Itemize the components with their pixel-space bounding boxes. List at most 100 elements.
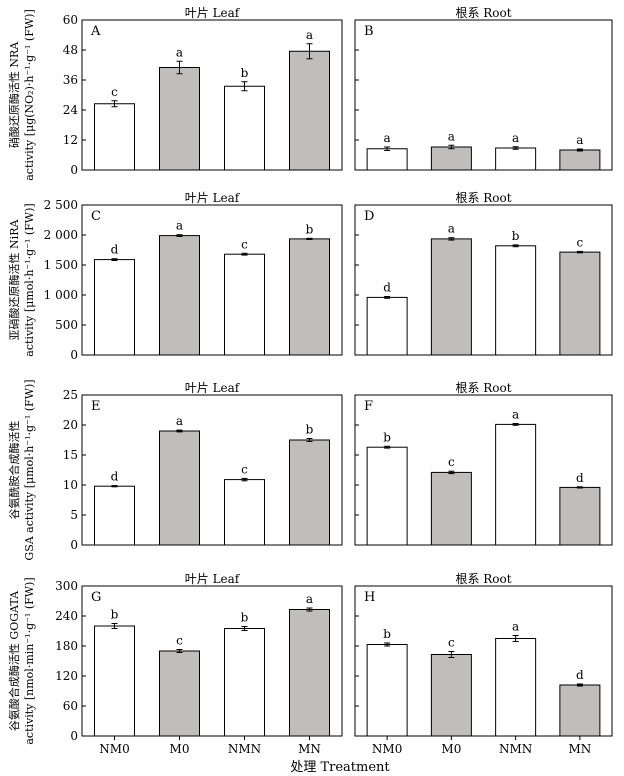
x-axis-title: 处理 Treatment: [290, 760, 390, 775]
panel-a-significance-letter: b: [241, 66, 249, 80]
panel-g-category-label: M0: [170, 742, 190, 756]
panel-h-category-label: MN: [568, 742, 591, 756]
panel-g-title: 叶片 Leaf: [185, 572, 241, 586]
panel-e-label: E: [91, 399, 101, 414]
panel-e-ylabel: 谷氨酰胺合成酶活性: [7, 421, 21, 520]
panel-g-frame: [81, 585, 343, 737]
panel-f-significance-letter: d: [576, 471, 584, 485]
panel-h-significance-letter: a: [512, 620, 519, 634]
panel-c-label: C: [91, 209, 101, 224]
panel-b-bar: [430, 146, 472, 171]
panel-d-significance-letter: d: [383, 281, 391, 295]
panel-e-significance-letter: c: [241, 462, 248, 476]
panel-a-bar: [224, 85, 265, 171]
panel-h-bar: [495, 638, 537, 737]
panel-h-bar: [366, 644, 408, 737]
panel-f-significance-letter: b: [383, 430, 391, 444]
panel-c-ytick-label: 2 500: [44, 198, 78, 212]
panel-d-bar: [495, 245, 537, 356]
panel-h-significance-letter: d: [576, 668, 584, 682]
panel-g-ytick-label: 180: [55, 639, 78, 653]
panel-b-significance-letter: a: [384, 131, 391, 145]
panel-g-significance-letter: b: [111, 608, 119, 622]
panel-e-significance-letter: d: [111, 470, 119, 484]
panel-h-significance-letter: c: [448, 636, 455, 650]
panel-b-bar: [495, 147, 537, 171]
panel-c-ytick-label: 2 000: [44, 228, 78, 242]
panel-c-bar: [94, 259, 135, 356]
panel-e-bar: [224, 479, 265, 546]
panel-g-category-label: NMN: [228, 742, 261, 756]
panel-e-bar: [94, 485, 135, 546]
panel-a-ytick-label: 48: [63, 43, 78, 57]
panel-a-ytick-label: 36: [63, 73, 78, 87]
panel-f-bar: [430, 471, 472, 546]
panel-d-label: D: [364, 209, 374, 224]
panel-c-ytick-label: 1 000: [44, 288, 78, 302]
panel-a-label: A: [90, 24, 101, 39]
panel-a-frame: [81, 19, 343, 171]
panel-f-significance-letter: a: [512, 408, 519, 422]
panel-g-ytick-label: 60: [63, 699, 78, 713]
panel-g-ylabel: activity [nmol·min⁻¹·g⁻¹ (FW)]: [23, 577, 36, 744]
panel-c-bar: [224, 253, 265, 356]
panel-h-significance-letter: b: [383, 627, 391, 641]
panel-e-ytick-label: 25: [63, 388, 78, 402]
panel-e-ytick-label: 0: [70, 538, 78, 552]
panel-d-bar: [559, 251, 601, 356]
panel-a-bar: [289, 50, 330, 171]
panel-c-significance-letter: a: [176, 219, 183, 233]
panel-d-bar: [430, 238, 472, 356]
panel-g-significance-letter: a: [306, 592, 313, 606]
panel-h-label: H: [364, 590, 375, 605]
panel-a-ytick-label: 12: [63, 133, 78, 147]
panel-f-significance-letter: c: [448, 455, 455, 469]
panel-e-ytick-label: 15: [63, 448, 78, 462]
panel-g-significance-letter: b: [241, 611, 249, 625]
panel-c-ytick-label: 0: [70, 348, 78, 362]
panel-c-ytick-label: 500: [55, 318, 78, 332]
panel-h-frame: [354, 585, 613, 737]
panel-b-frame: [354, 19, 613, 171]
panel-e-ylabel: GSA activity [μmol·h⁻¹·g⁻¹ (FW)]: [23, 379, 36, 560]
panel-g-bar: [289, 609, 330, 737]
panel-g-ytick-label: 0: [70, 729, 78, 743]
panel-a-ylabel: activity [μg(NO₂)·h⁻¹·g⁻¹ (FW)]: [23, 9, 36, 181]
panel-g-bar: [224, 628, 265, 737]
panel-a-bar: [94, 103, 135, 171]
panel-c-ylabel: activity [μmol·h⁻¹·g⁻¹ (FW)]: [23, 203, 36, 356]
panel-e-ytick-label: 10: [63, 478, 78, 492]
panel-c-frame: [81, 204, 343, 356]
panel-a-significance-letter: c: [111, 85, 118, 99]
panel-e-frame: [81, 394, 343, 546]
panel-f-bar: [559, 486, 601, 546]
panel-c-title: 叶片 Leaf: [185, 191, 241, 205]
panel-a-significance-letter: a: [306, 28, 313, 42]
panel-h-category-label: NM0: [372, 742, 402, 756]
panel-c-significance-letter: b: [306, 222, 314, 236]
panel-b-significance-letter: a: [448, 129, 455, 143]
panel-b-significance-letter: a: [512, 131, 519, 145]
panel-f-title: 根系 Root: [455, 381, 511, 395]
panel-f-frame: [354, 394, 613, 546]
panel-d-frame: [354, 204, 613, 356]
panel-g-category-label: NM0: [99, 742, 129, 756]
panel-g-bar: [94, 625, 135, 737]
panel-d-significance-letter: a: [448, 222, 455, 236]
panel-a-ytick-label: 24: [63, 103, 79, 117]
panel-e-ytick-label: 20: [63, 418, 78, 432]
panel-d-title: 根系 Root: [455, 191, 511, 205]
panel-a-title: 叶片 Leaf: [185, 6, 241, 20]
panel-h-category-label: NMN: [499, 742, 532, 756]
panel-e-bar: [289, 439, 330, 546]
panel-g-category-label: MN: [298, 742, 321, 756]
panel-a-ylabel: 硝酸还原酶活性 NRA: [7, 41, 21, 148]
panel-h-category-label: M0: [441, 742, 461, 756]
panel-g-significance-letter: c: [176, 634, 183, 648]
panel-c-bar: [159, 235, 200, 356]
panel-b-bar: [559, 149, 601, 171]
panel-g-label: G: [91, 590, 101, 605]
panel-g-bar: [159, 650, 200, 737]
panel-d-significance-letter: c: [577, 235, 584, 249]
